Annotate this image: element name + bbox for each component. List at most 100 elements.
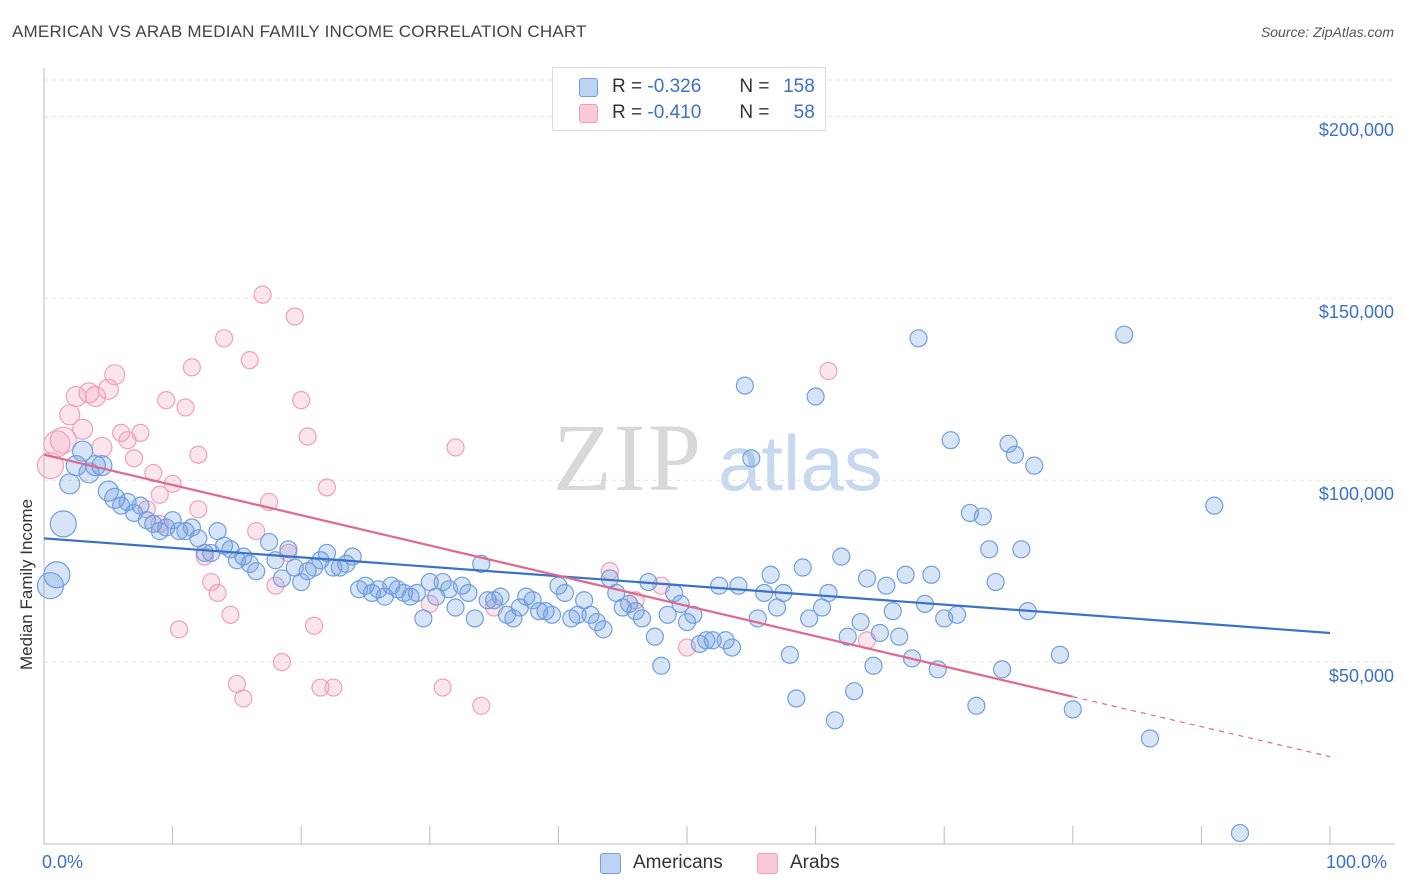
americans-points [36, 325, 1250, 843]
arabs-point [65, 385, 87, 408]
arabs-point [253, 285, 272, 304]
americans-point [825, 711, 844, 730]
americans-point [780, 645, 799, 664]
arabs-point [176, 398, 195, 417]
legend-americans-swatch [600, 852, 621, 874]
arabs-point [84, 385, 107, 408]
americans-point [896, 565, 915, 584]
americans-point [1012, 540, 1031, 559]
americans-point [716, 631, 735, 650]
legend-arabs-label: Arabs [790, 852, 840, 873]
arabs-r-label: R = [612, 102, 643, 123]
americans-point [922, 565, 941, 584]
americans-point [195, 543, 214, 563]
x-tick-label-min: 0.0% [42, 852, 84, 872]
arabs-point [36, 452, 65, 480]
legend-americans: Americans [600, 852, 723, 874]
americans-point [272, 569, 292, 588]
americans-point [999, 434, 1018, 453]
y-tick-label: $200,000 [1318, 120, 1394, 141]
y-axis-label: Median Family Income [17, 498, 36, 670]
americans-point [555, 583, 574, 603]
axes [43, 68, 1395, 845]
americans-point [697, 631, 716, 650]
americans-point [43, 561, 71, 589]
arabs-point [472, 696, 491, 715]
arabs-r-value: -0.410 [647, 102, 702, 123]
americans-point [806, 387, 825, 406]
arabs-point [240, 351, 259, 370]
y-tick-label: $150,000 [1318, 302, 1394, 323]
arabs-point [182, 358, 201, 377]
americans-point [163, 511, 182, 530]
americans-point [71, 440, 94, 462]
americans-point [491, 587, 510, 606]
americans-point [594, 620, 613, 639]
arabs-point [819, 361, 838, 381]
arabs-point [157, 391, 176, 410]
americans-point [710, 576, 729, 595]
arabs-trend-line [43, 453, 1074, 698]
americans-point [761, 565, 780, 584]
americans-point [838, 627, 857, 646]
arabs-point [272, 652, 292, 672]
americans-point [684, 605, 703, 624]
arabs-point [311, 678, 330, 697]
americans-n-value: 158 [783, 76, 815, 97]
americans-point [407, 583, 427, 603]
arabs-point [208, 583, 227, 603]
americans-point [883, 602, 902, 621]
americans-point [967, 696, 986, 715]
americans-point [729, 576, 748, 595]
americans-point [851, 612, 870, 632]
americans-point [452, 576, 472, 595]
arabs-point [91, 436, 113, 459]
americans-point [523, 591, 542, 610]
arabs-point [446, 438, 465, 457]
watermark-zip: ZIP [553, 404, 703, 511]
americans-point [832, 547, 851, 566]
americans-point [864, 656, 883, 675]
americans-point [877, 576, 896, 595]
americans-point [992, 660, 1012, 679]
americans-point [909, 329, 928, 348]
arabs-points [36, 285, 877, 715]
arabs-trend-extension [1072, 696, 1331, 758]
arabs-point [433, 678, 452, 697]
chart-source: Source: ZipAtlas.com [1260, 24, 1394, 40]
y-tick-label: $100,000 [1318, 484, 1394, 505]
americans-point [980, 540, 999, 559]
americans-point [793, 558, 812, 577]
americans-point [845, 682, 864, 701]
y-tick-label: $50,000 [1328, 666, 1394, 687]
arabs-point [189, 500, 208, 519]
arabs-point [189, 445, 208, 464]
americans-point [247, 562, 266, 581]
arabs-point [304, 616, 324, 635]
americans-point [800, 609, 819, 628]
arabs-point [247, 522, 266, 541]
americans-point [703, 631, 722, 650]
americans-point [722, 638, 742, 657]
americans-point [658, 605, 677, 624]
correlation-legend: R = -0.326 N = 158 R = -0.410 N = 58 [552, 67, 826, 131]
americans-trend-line [43, 537, 1331, 635]
americans-point [504, 609, 523, 628]
americans-point [742, 449, 761, 468]
arabs-point [234, 689, 253, 708]
americans-point [182, 518, 201, 537]
arabs-swatch [579, 103, 598, 123]
americans-point [620, 594, 639, 613]
americans-point [587, 612, 607, 632]
americans-point [279, 540, 298, 559]
americans-point [870, 623, 890, 643]
americans-point [1140, 729, 1160, 748]
americans-point [755, 583, 774, 603]
americans-point [414, 609, 433, 628]
americans-point [292, 572, 311, 592]
americans-point [1063, 700, 1082, 719]
trend-lines [43, 453, 1331, 758]
legend-arabs: Arabs [757, 852, 840, 874]
americans-point [677, 612, 697, 632]
